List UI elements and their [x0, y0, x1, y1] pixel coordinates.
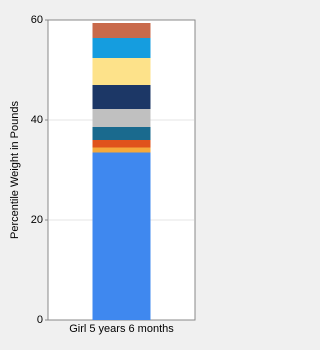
y-tick-label: 0 — [37, 314, 43, 326]
chart: Percentile Weight in Pounds 0 20 40 60 Girl … — [9, 14, 196, 335]
y-tick-label: 60 — [31, 14, 43, 26]
bar-segment — [92, 58, 151, 85]
bar-segment — [92, 147, 151, 153]
y-axis-label: Percentile Weight in Pounds — [9, 101, 21, 239]
bar-segment — [92, 152, 151, 320]
bar-segment — [92, 85, 151, 109]
y-tick-label: 40 — [31, 114, 43, 126]
bar-segment — [92, 38, 151, 58]
x-tick-label: Girl 5 years 6 months — [69, 323, 174, 335]
bar-segment — [92, 23, 151, 38]
bar-segment — [92, 127, 151, 140]
bar-segment — [92, 140, 151, 148]
bar-segment — [92, 109, 151, 127]
y-tick-label: 20 — [31, 214, 43, 226]
